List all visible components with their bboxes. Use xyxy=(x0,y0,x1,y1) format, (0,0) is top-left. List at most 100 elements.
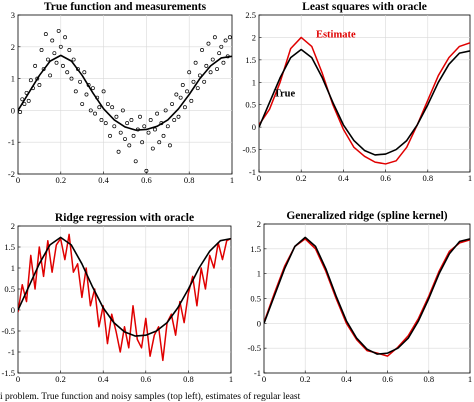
x-tick-label: 0.2 xyxy=(296,173,307,183)
x-tick-label: 0.4 xyxy=(338,173,349,183)
y-tick-label: -1 xyxy=(8,347,15,357)
estimate-line xyxy=(259,36,470,165)
y-tick-label: 2 xyxy=(252,32,256,42)
y-tick-label: -0.5 xyxy=(248,343,261,353)
y-tick-label: 0.5 xyxy=(4,284,15,294)
data-point xyxy=(223,38,228,43)
data-point xyxy=(204,63,209,68)
y-tick-label: 3 xyxy=(11,10,15,20)
y-tick-label: 0 xyxy=(11,305,15,315)
data-point xyxy=(219,44,224,49)
y-tick-label: 1 xyxy=(252,77,256,87)
data-point xyxy=(217,51,222,56)
data-point xyxy=(114,114,119,119)
data-point xyxy=(178,95,183,100)
data-point xyxy=(108,133,112,138)
data-point xyxy=(182,105,187,110)
data-point xyxy=(95,95,100,100)
data-point xyxy=(123,137,127,141)
data-point xyxy=(28,78,33,83)
series-layer xyxy=(259,36,470,165)
y-tick-label: -1.5 xyxy=(2,368,15,378)
panel-title: True function and measurements xyxy=(44,1,207,13)
x-tick-label: 1 xyxy=(468,173,472,183)
data-point xyxy=(227,35,232,40)
data-point xyxy=(157,140,162,145)
data-point xyxy=(159,121,164,126)
x-tick-label: 0 xyxy=(262,374,266,384)
data-point xyxy=(41,67,46,72)
y-tick-label: -2 xyxy=(8,169,15,179)
x-tick-label: 0.6 xyxy=(141,175,152,185)
y-tick-label: 0 xyxy=(257,318,261,328)
y-tick-label: 1 xyxy=(257,269,261,279)
data-point xyxy=(88,108,93,113)
panel-bottom-right: 0 0.2 0.4 0.6 0.8 1 -1 -0.5 0 0.5 1 1.5 2 Generalized… xyxy=(248,210,473,384)
x-tick-label: 1 xyxy=(468,374,472,384)
data-point xyxy=(208,70,213,75)
data-point xyxy=(103,121,108,126)
y-tick-label: 2 xyxy=(11,42,15,52)
data-point xyxy=(112,124,117,129)
x-tick-label: 0.6 xyxy=(382,374,393,384)
x-tick-label: 0.2 xyxy=(55,175,66,185)
data-point xyxy=(135,127,140,132)
estimate-line xyxy=(18,233,231,362)
y-tick-label: 1.5 xyxy=(4,242,15,252)
plot-area xyxy=(17,14,233,175)
data-point xyxy=(33,63,38,68)
data-point xyxy=(191,79,196,84)
x-tick-label: 0 xyxy=(257,173,261,183)
x-tick-label: 0.8 xyxy=(422,173,433,183)
y-tick-label: 1.5 xyxy=(245,55,256,65)
y-tick-label: -1 xyxy=(254,368,261,378)
data-point xyxy=(133,159,138,164)
data-point xyxy=(24,90,29,95)
y-tick-label: 1.5 xyxy=(250,244,261,254)
data-point xyxy=(73,89,78,94)
x-tick-label: 1 xyxy=(230,175,234,185)
x-tick-label: 0.4 xyxy=(341,374,352,384)
data-point xyxy=(225,54,230,59)
data-point xyxy=(58,44,63,49)
panel-title: Least squares with oracle xyxy=(302,1,427,13)
data-point xyxy=(35,76,40,81)
data-point xyxy=(153,127,157,132)
x-tick-label: 0.2 xyxy=(300,374,311,384)
data-point xyxy=(118,130,123,135)
y-tick-label: 1 xyxy=(11,263,15,273)
data-point xyxy=(174,92,179,97)
data-point xyxy=(125,121,130,126)
data-point xyxy=(90,86,95,91)
data-point xyxy=(18,110,23,114)
data-point xyxy=(60,63,65,68)
data-point xyxy=(140,140,145,145)
series-layer xyxy=(18,233,231,362)
data-point xyxy=(26,98,31,103)
data-point xyxy=(101,89,106,94)
data-point xyxy=(161,133,166,138)
data-point xyxy=(185,89,190,94)
data-point xyxy=(138,114,142,119)
data-point xyxy=(97,105,102,110)
x-tick-label: 0.6 xyxy=(380,173,391,183)
x-tick-label: 0.6 xyxy=(140,374,151,384)
y-tick-label: 0 xyxy=(11,105,15,115)
data-point xyxy=(146,130,151,135)
y-tick-label: 2 xyxy=(257,219,261,229)
data-point xyxy=(150,146,155,151)
y-tick-label: 2.5 xyxy=(245,10,256,20)
series-line xyxy=(18,54,232,131)
y-tick-label: -0.5 xyxy=(2,326,15,336)
data-point xyxy=(148,117,153,122)
data-point xyxy=(84,92,89,97)
data-point xyxy=(37,83,42,87)
x-tick-label: 0 xyxy=(16,374,20,384)
data-point xyxy=(195,86,200,91)
series-layer xyxy=(264,236,470,357)
y-tick-label: -1 xyxy=(8,137,15,147)
data-point xyxy=(180,83,185,87)
data-point xyxy=(193,60,198,65)
data-point xyxy=(202,79,207,84)
y-tick-label: 2 xyxy=(11,221,15,231)
